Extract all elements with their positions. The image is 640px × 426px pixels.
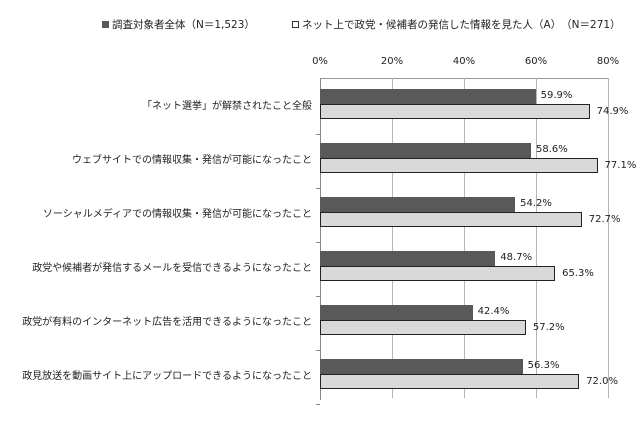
value-label-all: 58.6%	[535, 144, 568, 155]
chart-legend: 調査対象者全体（N＝1,523） ネット上で政党・候補者の発信した情報を見た人（…	[0, 17, 640, 31]
x-tick-label: 80%	[596, 56, 620, 67]
value-label-all: 54.2%	[520, 198, 552, 209]
category-label: 政見放送を動画サイト上にアップロードできるようになったこと	[22, 371, 312, 382]
legend-label: ネット上で政党・候補者の発信した情報を見た人（A） （N＝271）	[302, 19, 621, 31]
y-axis-line	[320, 78, 321, 400]
x-tick-label: 0%	[312, 56, 328, 67]
legend-label: 調査対象者全体（N＝1,523）	[112, 19, 255, 31]
gridline	[464, 78, 465, 398]
category-tick	[316, 188, 320, 189]
gridline	[392, 78, 393, 398]
category-label: ウェブサイトでの情報収集・発信が可能になったこと	[72, 155, 312, 166]
value-label-saw-info: 72.0%	[586, 376, 618, 387]
bar-saw-info	[320, 320, 526, 335]
legend-swatch-light	[292, 21, 299, 28]
category-tick	[316, 404, 320, 405]
value-label-saw-info: 77.1%	[604, 160, 637, 171]
bar-all-respondents	[320, 89, 536, 104]
bar-all-respondents	[320, 305, 473, 320]
legend-item-all-respondents: 調査対象者全体（N＝1,523）	[102, 17, 255, 32]
value-label-saw-info: 74.9%	[596, 106, 629, 117]
value-label-saw-info: 72.7%	[588, 214, 621, 225]
legend-item-saw-info: ネット上で政党・候補者の発信した情報を見た人（A） （N＝271）	[292, 17, 621, 32]
value-label-all: 59.9%	[540, 90, 573, 101]
x-tick-label: 20%	[380, 56, 404, 67]
gridline	[536, 78, 537, 398]
bar-saw-info	[320, 158, 598, 173]
value-label-saw-info: 65.3%	[562, 268, 594, 279]
gridline	[608, 78, 609, 398]
category-label: 政党や候補者が発信するメールを受信できるようになったこと	[32, 263, 312, 274]
x-tick-label: 60%	[524, 56, 548, 67]
value-label-all: 48.7%	[500, 252, 533, 263]
value-label-all: 42.4%	[477, 306, 510, 317]
bar-all-respondents	[320, 251, 496, 266]
category-tick	[316, 350, 320, 351]
category-tick	[316, 296, 320, 297]
category-tick	[316, 242, 320, 243]
category-label: 「ネット選挙」が解禁されたこと全般	[142, 101, 312, 112]
bar-saw-info	[320, 266, 556, 281]
bar-saw-info	[320, 374, 580, 389]
bar-all-respondents	[320, 143, 531, 158]
value-label-all: 56.3%	[527, 360, 560, 371]
value-label-saw-info: 57.2%	[532, 322, 565, 333]
bar-saw-info	[320, 212, 582, 227]
category-label: ソーシャルメディアでの情報収集・発信が可能になったこと	[42, 209, 312, 220]
category-tick	[316, 134, 320, 135]
legend-swatch-dark	[102, 21, 109, 28]
bar-all-respondents	[320, 197, 516, 212]
bar-saw-info	[320, 104, 590, 119]
category-label: 政党が有料のインターネット広告を活用できるようになったこと	[22, 317, 312, 328]
bar-all-respondents	[320, 359, 523, 374]
x-tick-label: 40%	[452, 56, 476, 67]
